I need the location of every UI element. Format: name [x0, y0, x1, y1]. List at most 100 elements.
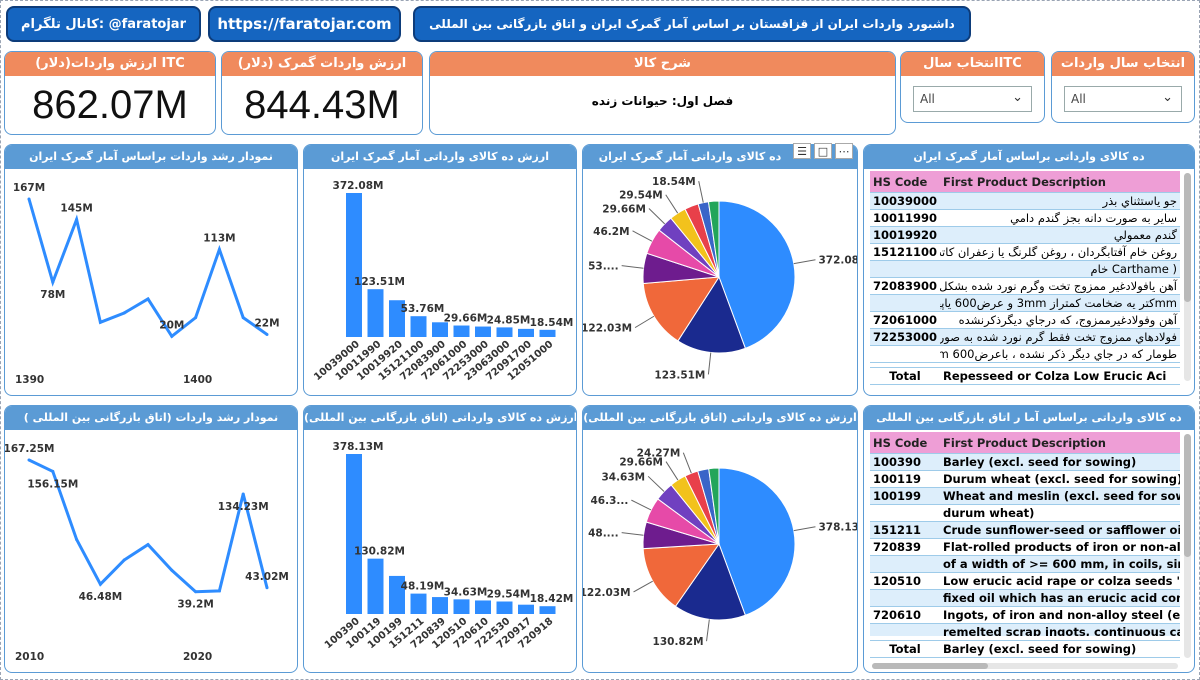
itc-pie-slice[interactable] [642, 543, 721, 608]
customs-pie-slice[interactable] [677, 275, 746, 354]
customs-top10-pie-title: ده کالای وارداتی آمار گمرک ایران [583, 145, 857, 169]
customs-line-point[interactable] [51, 280, 55, 284]
customs-table-row[interactable]: 72061000 آهن وفولادغيرممزوج، كه درجاي ديگ… [870, 312, 1180, 329]
filter-icon[interactable]: ☰ [793, 143, 811, 159]
itc-table-column-header[interactable]: First Product Description [943, 436, 1106, 450]
more-options-icon[interactable]: ⋯ [835, 143, 853, 159]
itc-line-point[interactable] [75, 537, 79, 541]
itc-pie-slice[interactable] [674, 542, 747, 621]
import-year-dropdown[interactable]: All ⌄ [1064, 86, 1182, 112]
itc-bar-bar[interactable] [432, 597, 448, 614]
customs-line-point[interactable] [265, 332, 269, 336]
table-vertical-scrollbar[interactable] [1184, 434, 1191, 658]
itc-line-point[interactable] [122, 558, 126, 562]
itc-bar-bar[interactable] [518, 604, 534, 614]
website-link-pill[interactable]: https://faratojar.com [208, 6, 401, 42]
import-year-slicer-label: انتخاب سال واردات [1052, 52, 1194, 76]
itc-pie-slice[interactable] [718, 467, 796, 616]
customs-table-row[interactable]: 10019920 گندم معمولي [870, 227, 1180, 244]
itc-top10-table-panel: ده کالای وارداتی براساس آما ر اتاق بازرگ… [863, 405, 1195, 673]
customs-table-row[interactable]: 10011990 ساير به صورت دانه بجز گندم دامي [870, 210, 1180, 227]
itc-line-point[interactable] [146, 543, 150, 547]
focus-mode-icon[interactable]: □ [814, 143, 832, 159]
table-horizontal-scrollbar[interactable] [872, 663, 1178, 669]
itc-year-dropdown[interactable]: All ⌄ [913, 86, 1032, 112]
itc-line-point[interactable] [27, 458, 31, 462]
customs-table-row[interactable]: 15121100 روغن خام آفتابگردان ، روغن گلرنگ… [870, 244, 1180, 261]
itc-line-point[interactable] [265, 586, 269, 590]
itc-table-row[interactable]: 100119 Durum wheat (excl. seed for sowing… [870, 471, 1180, 488]
itc-table-row[interactable]: durum wheat) [870, 505, 1180, 522]
itc-table-row[interactable]: remelted scrap ingots, continuous ca [870, 624, 1180, 636]
itc-bar-bar[interactable] [496, 601, 513, 614]
itc-bar-bar[interactable] [367, 558, 384, 614]
itc-line-point[interactable] [170, 568, 174, 572]
itc-table-row[interactable]: 100199 Wheat and meslin (excl. seed for s… [870, 488, 1180, 505]
customs-line-point[interactable] [241, 316, 245, 320]
customs-bar-bar[interactable] [367, 289, 384, 337]
customs-bar-bar[interactable] [539, 329, 556, 337]
customs-line-point[interactable] [98, 320, 102, 324]
customs-table-row[interactable]: طومار كه در جاي ديگر ذكر نشده ، باعرض600… [870, 346, 1180, 363]
customs-top10-bar-chart[interactable]: 372.08M10039000123.51M100119901001992053… [304, 169, 577, 395]
itc-bar-bar[interactable] [453, 599, 470, 614]
customs-pie-slice[interactable] [707, 200, 720, 278]
itc-table-row[interactable]: 120510 Low erucic acid rape or colza seed… [870, 573, 1180, 590]
customs-line-point[interactable] [27, 197, 31, 201]
itc-table-row[interactable]: fixed oil which has an erucic acid con [870, 590, 1180, 607]
customs-top10-table-panel: ده کالای وارداتی براساس آمار گمرک ایران … [863, 144, 1195, 396]
customs-bar-bar[interactable] [410, 316, 427, 337]
itc-bar-bar[interactable] [410, 593, 427, 614]
customs-line-point[interactable] [146, 297, 150, 301]
customs-table-column-header[interactable]: HS Code [873, 175, 928, 189]
customs-line-point[interactable] [170, 334, 174, 338]
itc-top10-pie-chart[interactable]: 378.13M 130.82M 122.03M 48.... 46.3... 34.63M… [583, 430, 858, 672]
itc-line-point[interactable] [241, 492, 245, 496]
itc-growth-line-chart[interactable]: 167.25M 156.15M 46.48M 39.2M 134.23M 43.02M 20… [5, 430, 298, 672]
customs-line-point[interactable] [122, 311, 126, 315]
product-description-card: شرح کالا فصل اول: حیوانات زنده [429, 51, 896, 135]
itc-line-point[interactable] [51, 469, 55, 473]
customs-table-row[interactable]: 72253000 فولادهاي ممزوج تخت فقط گرم نورد … [870, 329, 1180, 346]
customs-top10-pie-chart[interactable]: 372.08M 123.51M 122.03M 53.... 46.2M 29.66M29… [583, 169, 858, 395]
itc-bar-bar[interactable] [475, 600, 491, 614]
itc-top10-bar-chart[interactable]: 378.13M100390130.82M10011910019948.19M15… [304, 430, 577, 672]
customs-growth-line-chart[interactable]: 167M 78M 145M 20M 113M 22M 1390 1400 [5, 169, 298, 395]
itc-line-point[interactable] [98, 582, 102, 586]
customs-pie-slice[interactable] [718, 200, 796, 349]
customs-pie-leader-line [707, 352, 712, 375]
customs-table-row[interactable]: 72083900 آهن يافولادغير ممزوج تخت وگرم نو… [870, 278, 1180, 295]
customs-bar-bar[interactable] [518, 328, 534, 337]
itc-bar-bar[interactable] [346, 454, 362, 614]
itc-line-point[interactable] [217, 589, 221, 593]
customs-line-point[interactable] [194, 316, 198, 320]
customs-table-row[interactable]: ( Carthame خام [870, 261, 1180, 278]
customs-line-point[interactable] [75, 218, 79, 222]
customs-table-column-header[interactable]: First Product Description [943, 175, 1106, 189]
itc-table-row[interactable]: 151211 Crude sunflower-seed or safflower … [870, 522, 1180, 539]
table-vertical-scrollbar[interactable] [1184, 173, 1191, 381]
itc-bar-bar[interactable] [539, 606, 556, 614]
itc-table-row[interactable]: 720610 Ingots, of iron and non-alloy stee… [870, 607, 1180, 624]
itc-table-description: remelted scrap ingots, continuous ca [943, 625, 1180, 636]
itc-bar-bar[interactable] [389, 575, 405, 614]
customs-pie-leader-line [621, 265, 644, 269]
customs-bar-bar[interactable] [432, 322, 448, 337]
itc-table-row[interactable]: 100390 Barley (excl. seed for sowing) [870, 454, 1180, 471]
customs-bar-bar[interactable] [475, 326, 491, 337]
itc-pie-slice[interactable] [708, 467, 720, 545]
customs-line-point[interactable] [217, 247, 221, 251]
customs-pie-slice-label: 29.66M [602, 203, 646, 215]
customs-table-row[interactable]: 10039000 جو ياستثناي بذر [870, 193, 1180, 210]
customs-bar-bar[interactable] [389, 300, 405, 337]
customs-bar-bar[interactable] [453, 325, 470, 337]
itc-table-row[interactable]: 720839 Flat-rolled products of iron or no… [870, 539, 1180, 556]
customs-bar-bar[interactable] [346, 193, 362, 337]
itc-line-point[interactable] [194, 590, 198, 594]
itc-table-column-header[interactable]: HS Code [873, 436, 928, 450]
telegram-channel-pill[interactable]: کانال تلگرام: @faratojar [6, 6, 201, 42]
itc-year-slicer-label: انتخاب سالITC [901, 52, 1044, 76]
itc-table-row[interactable]: of a width of >= 600 mm, in coils, sim [870, 556, 1180, 573]
customs-bar-bar[interactable] [496, 327, 513, 337]
customs-table-row[interactable]: mmكتر يه ضخامت كمتراز 3mm و عرض600 ياپهن… [870, 295, 1180, 312]
